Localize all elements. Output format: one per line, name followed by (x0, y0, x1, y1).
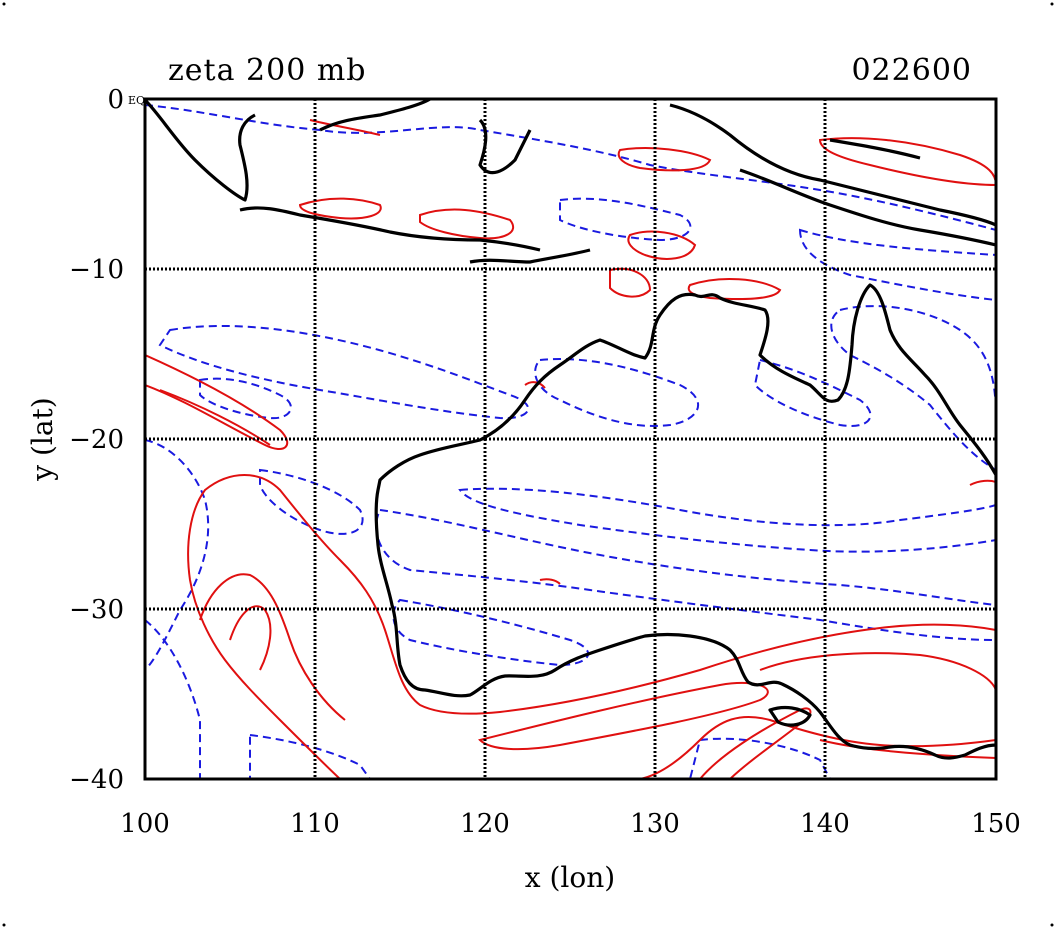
contour-line (969, 479, 996, 486)
positive-region (187, 474, 996, 779)
lesser-sunda-coastline (469, 248, 591, 264)
australia-coastline (374, 283, 996, 760)
island-coastline (829, 138, 921, 160)
y-axis-label: y (lat) (26, 397, 59, 481)
y-tick-label: −20 (69, 425, 124, 455)
negative-region (199, 377, 292, 420)
negative-region (688, 737, 832, 779)
plot-title: zeta 200 mb (168, 53, 367, 88)
x-tick-label: 120 (460, 809, 510, 839)
grid-lines (145, 99, 996, 779)
x-tick-label: 110 (290, 809, 340, 839)
negative-region (158, 324, 530, 420)
positive-region (298, 197, 382, 220)
positive-region (419, 208, 515, 240)
y-tick-label: 0 (107, 85, 124, 115)
java-coastline (239, 206, 541, 252)
negative-region (259, 468, 364, 535)
negative-region (249, 733, 372, 779)
x-tick-label: 150 (971, 809, 1021, 839)
contour-line (819, 739, 996, 759)
plot-frame (143, 97, 998, 781)
x-tick-label: 140 (800, 809, 850, 839)
contour-line (524, 381, 546, 389)
y-tick-label: −40 (69, 765, 124, 795)
y-tick-labels: 0 EQ −10 −20 −30 −40 (69, 85, 145, 795)
tasmania-coastline (768, 705, 812, 727)
positive-region (627, 230, 697, 260)
positive-region (609, 267, 652, 298)
contour-line (478, 681, 769, 751)
sumatra-coastline (145, 99, 256, 202)
contour-line (199, 573, 346, 721)
y-tick-label: −30 (69, 595, 124, 625)
x-tick-label: 100 (120, 809, 170, 839)
borneo-coastline (319, 99, 431, 132)
contour-line (539, 578, 561, 585)
x-tick-labels: 100 110 120 130 140 150 (120, 809, 1021, 839)
negative-region (534, 358, 700, 427)
positive-region (617, 147, 712, 172)
new-guinea-coastline (669, 103, 996, 227)
contour-line (759, 652, 996, 691)
contour-line (159, 389, 271, 446)
equator-label: EQ (128, 94, 145, 107)
negative-region (375, 508, 996, 642)
negative-region (145, 618, 201, 779)
positive-contour-lines (159, 119, 996, 779)
negative-region (392, 598, 590, 667)
positive-region (818, 137, 996, 187)
negative-region (145, 99, 996, 232)
negative-region (753, 358, 872, 427)
y-tick-label: −10 (69, 255, 124, 285)
negative-region (145, 438, 210, 672)
timestamp-label: 022600 (851, 53, 972, 88)
new-guinea-south-coastline (739, 168, 996, 247)
x-axis-label: x (lon) (525, 861, 615, 894)
negative-region (559, 197, 692, 242)
contour-line (699, 707, 812, 779)
positive-region (145, 353, 289, 450)
contour-line (309, 119, 381, 136)
x-tick-label: 130 (630, 809, 680, 839)
